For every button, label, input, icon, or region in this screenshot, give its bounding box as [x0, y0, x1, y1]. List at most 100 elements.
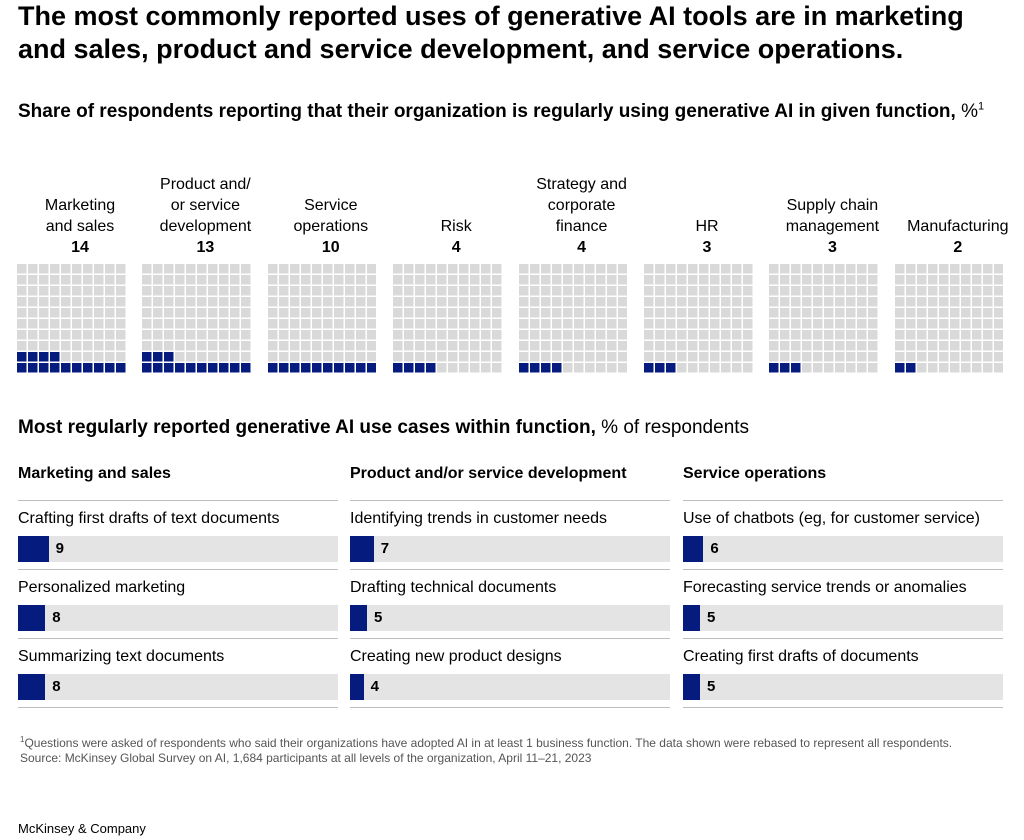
waffle-cell-empty: [105, 275, 115, 285]
waffle-cell-empty: [344, 319, 355, 329]
waffle-value-label: 2: [953, 239, 963, 256]
waffle-cell-empty: [208, 286, 218, 296]
waffle-cell-empty: [366, 264, 377, 274]
waffle-cell-empty: [426, 308, 436, 318]
waffle-cell-empty: [677, 275, 687, 285]
use-case-bar-track: 5: [683, 674, 1003, 700]
waffle-cell-empty: [617, 275, 628, 285]
waffle-cell-empty: [175, 341, 185, 351]
waffle-cell-empty: [666, 330, 676, 340]
waffle-cell-empty: [17, 297, 27, 307]
waffle-cell-empty: [344, 286, 355, 296]
waffle-cell-empty: [562, 363, 573, 373]
waffle-cell-empty: [344, 275, 355, 285]
waffle-cell-empty: [960, 297, 971, 307]
waffle-cell-empty: [105, 264, 115, 274]
waffle-cell-empty: [644, 341, 654, 351]
waffle-cell-empty: [415, 330, 425, 340]
footnote-marker: 1: [978, 100, 985, 113]
waffle-cell-empty: [492, 319, 502, 329]
waffle-cell-empty: [993, 352, 1004, 362]
waffle-cell-empty: [595, 319, 606, 329]
waffle-cell-empty: [551, 264, 562, 274]
waffle-cell-empty: [83, 341, 93, 351]
waffle-cell-empty: [802, 352, 812, 362]
waffle-cell-empty: [186, 308, 196, 318]
waffle-cell-empty: [415, 297, 425, 307]
waffle-cell-empty: [699, 330, 709, 340]
waffle-cell-empty: [894, 275, 905, 285]
waffle-cell-empty: [448, 363, 458, 373]
waffle-cell-filled: [267, 363, 278, 373]
waffle-cell-empty: [448, 286, 458, 296]
waffle-cell-empty: [529, 264, 540, 274]
waffle-cell-empty: [470, 275, 480, 285]
waffle-cell-filled: [39, 352, 49, 362]
waffle-cell-empty: [573, 341, 584, 351]
waffle-cell-empty: [459, 275, 469, 285]
waffle-cell-empty: [17, 264, 27, 274]
waffle-cell-empty: [732, 319, 742, 329]
waffle-cell-empty: [404, 264, 414, 274]
waffle-cell-filled: [186, 363, 196, 373]
use-case-bar: [18, 674, 46, 700]
waffle-cell-empty: [529, 275, 540, 285]
waffle-cell-empty: [857, 352, 867, 362]
waffle-cell-empty: [644, 286, 654, 296]
headline: The most commonly reported uses of gener…: [18, 1, 964, 64]
waffle-cell-empty: [241, 319, 251, 329]
waffle-cell-empty: [846, 363, 856, 373]
waffle-cell-empty: [791, 319, 801, 329]
waffle-grid: [142, 264, 251, 373]
waffle-cell-empty: [949, 352, 960, 362]
waffle-cell-empty: [868, 352, 878, 362]
waffle-cell-empty: [813, 319, 823, 329]
waffle-cell-empty: [518, 264, 529, 274]
waffle-cell-empty: [492, 352, 502, 362]
waffle-cell-empty: [688, 363, 698, 373]
waffle-cell-empty: [894, 264, 905, 274]
waffle-cell-empty: [208, 275, 218, 285]
waffle-cell-empty: [241, 297, 251, 307]
waffle-cell-empty: [606, 330, 617, 340]
waffle-cell-empty: [666, 352, 676, 362]
waffle-cell-empty: [732, 308, 742, 318]
waffle-cell-empty: [644, 308, 654, 318]
waffle-cell-empty: [960, 352, 971, 362]
waffle-cell-empty: [50, 319, 60, 329]
waffle-cell-empty: [780, 275, 790, 285]
waffle-cell-empty: [857, 363, 867, 373]
waffle-cell-empty: [606, 341, 617, 351]
waffle-cell-filled: [344, 363, 355, 373]
waffle-cell-empty: [857, 341, 867, 351]
waffle-cell-empty: [562, 341, 573, 351]
waffle-cell-empty: [105, 286, 115, 296]
waffle-cell-empty: [208, 308, 218, 318]
waffle-cell-empty: [241, 264, 251, 274]
waffle-cell-empty: [17, 330, 27, 340]
waffle-grid: [894, 264, 1004, 373]
use-case-bar-track: 5: [350, 605, 670, 631]
waffle-cell-empty: [300, 297, 311, 307]
waffle-column: Strategy and corporate finance 4: [518, 172, 645, 373]
waffle-cell-empty: [219, 264, 229, 274]
waffle-cell-empty: [868, 341, 878, 351]
use-case-item: Use of chatbots (eg, for customer servic…: [683, 501, 1003, 570]
waffle-label-line: Product and/: [160, 176, 251, 193]
source-text: Source: McKinsey Global Survey on AI, 1,…: [20, 751, 592, 765]
waffle-cell-empty: [677, 330, 687, 340]
waffle-cell-empty: [824, 363, 834, 373]
waffle-cell-empty: [355, 308, 366, 318]
waffle-cell-empty: [230, 264, 240, 274]
waffle-cell-filled: [28, 363, 38, 373]
waffle-cell-empty: [437, 308, 447, 318]
waffle-cell-empty: [300, 308, 311, 318]
waffle-cell-empty: [732, 341, 742, 351]
waffle-cell-empty: [333, 297, 344, 307]
waffle-cell-empty: [393, 341, 403, 351]
waffle-cell-empty: [846, 275, 856, 285]
waffle-cell-empty: [241, 330, 251, 340]
waffle-cell-empty: [322, 352, 333, 362]
waffle-cell-empty: [938, 363, 949, 373]
waffle-cell-empty: [573, 297, 584, 307]
